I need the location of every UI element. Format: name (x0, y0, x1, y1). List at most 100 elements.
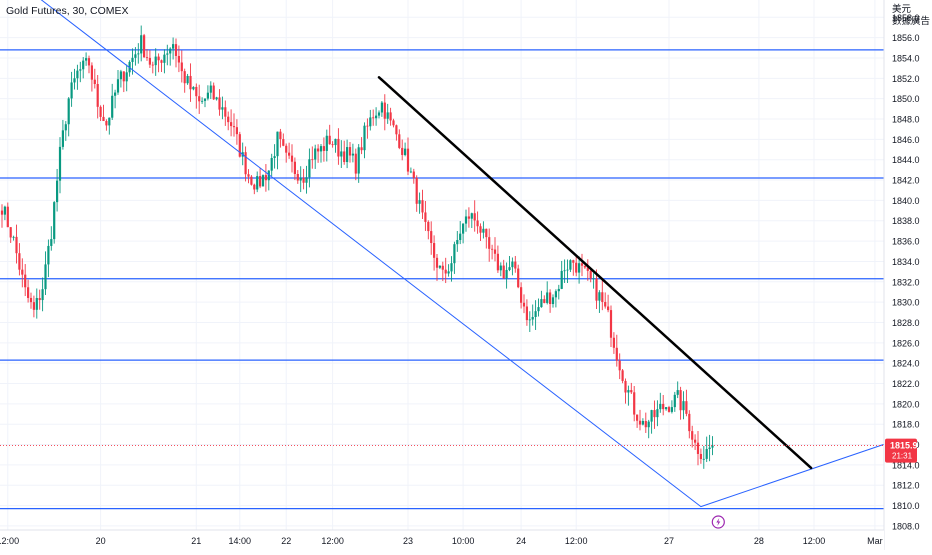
candle-body (346, 147, 349, 163)
candle-body (172, 44, 175, 49)
candle-body (421, 200, 424, 213)
candle-body (276, 131, 279, 157)
candle-body (32, 302, 35, 310)
candle-body (145, 57, 149, 59)
candle-body (644, 421, 647, 428)
candle-body (270, 158, 273, 171)
candle-body (491, 248, 494, 250)
candle-body (499, 265, 502, 271)
candle-body (441, 265, 444, 270)
candle-body (203, 98, 207, 101)
candle-body (253, 184, 256, 190)
candle-body (85, 58, 88, 61)
x-tick-label: 12:00 (321, 536, 344, 546)
candle-body (708, 447, 711, 449)
candle-body (557, 288, 560, 292)
candle-body (656, 409, 659, 418)
y-tick-label: 1844.0 (892, 155, 920, 165)
candle-body (119, 71, 122, 80)
candle-body (488, 237, 491, 249)
y-axis[interactable]: 美元 數據廣告 1858.0 1856.0 1854.0 1852.0 1850.0 18… (883, 0, 932, 550)
x-tick-label: 23 (403, 536, 413, 546)
candle-body (154, 56, 157, 66)
candle-body (624, 380, 627, 393)
y-tick-label: 1830.0 (892, 298, 920, 308)
candle-body (395, 125, 398, 135)
candle-body (435, 257, 439, 268)
candle-body (609, 310, 613, 338)
candle-body (522, 302, 526, 307)
candle-body (24, 274, 27, 288)
x-tick-label: 12:00 (565, 536, 588, 546)
x-tick-label: Mar (867, 536, 883, 546)
candle-body (482, 228, 485, 233)
candle-body (340, 151, 343, 157)
candle-body (586, 267, 589, 271)
y-tick-label: 1852.0 (892, 74, 920, 84)
lightning-icon[interactable] (711, 515, 725, 529)
y-tick-label: 1810.0 (892, 501, 920, 511)
candle-body (517, 268, 520, 288)
candle-body (160, 60, 163, 63)
candle-body (87, 58, 91, 66)
candle-body (520, 287, 523, 303)
candle-body (70, 82, 73, 99)
candle-body (462, 223, 465, 234)
candle-body (667, 407, 671, 412)
candle-body (250, 176, 253, 185)
candle-body (543, 299, 546, 303)
candle-body (102, 116, 105, 122)
candle-body (0, 210, 4, 215)
candle-body (221, 107, 224, 110)
y-tick-label: 1858.0 (892, 13, 920, 23)
candle-body (328, 135, 331, 145)
candle-body (261, 175, 265, 187)
candle-body (317, 148, 320, 152)
candle-body (264, 175, 267, 181)
candle-body (589, 270, 592, 279)
candle-body (415, 177, 418, 204)
candle-body (131, 57, 134, 62)
candle-body (673, 394, 676, 408)
candle-body (319, 146, 323, 152)
candle-body (218, 97, 221, 110)
candle-body (348, 147, 352, 156)
candle-body (279, 131, 282, 140)
candle-body (186, 75, 189, 84)
candle-body (525, 306, 528, 321)
data-label: 數據廣告 (892, 15, 930, 27)
candle-body (575, 262, 578, 273)
candle-body (595, 278, 598, 301)
candle-body (93, 79, 96, 85)
candle-body (430, 231, 433, 244)
candle-body (447, 271, 450, 274)
candle-body (296, 173, 299, 181)
candle-body (418, 200, 421, 204)
x-axis[interactable]: 12:00 20 21 14:00 22 12:00 23 10:00 24 12:00 27 28 1… (0, 529, 884, 550)
y-tick-label: 1822.0 (892, 379, 920, 389)
candle-body (459, 233, 462, 241)
candle-body (96, 84, 99, 107)
candle-body (493, 249, 497, 254)
candle-body (406, 148, 410, 172)
candle-body (551, 297, 555, 305)
candle-body (90, 65, 93, 80)
candle-body (116, 79, 120, 93)
candle-body (464, 216, 468, 224)
candle-body (427, 221, 430, 232)
candle-body (288, 152, 291, 156)
candle-body (412, 171, 415, 178)
candle-body (235, 127, 238, 135)
candle-body (27, 287, 30, 298)
candle-body (540, 299, 543, 308)
candle-body (711, 445, 714, 448)
candle-body (299, 177, 302, 181)
candle-body (386, 112, 389, 119)
candle-body (357, 147, 360, 174)
candle-body (688, 413, 691, 432)
candle-body (21, 269, 24, 275)
candle-body (29, 297, 33, 303)
lightning-glyph (716, 518, 721, 526)
